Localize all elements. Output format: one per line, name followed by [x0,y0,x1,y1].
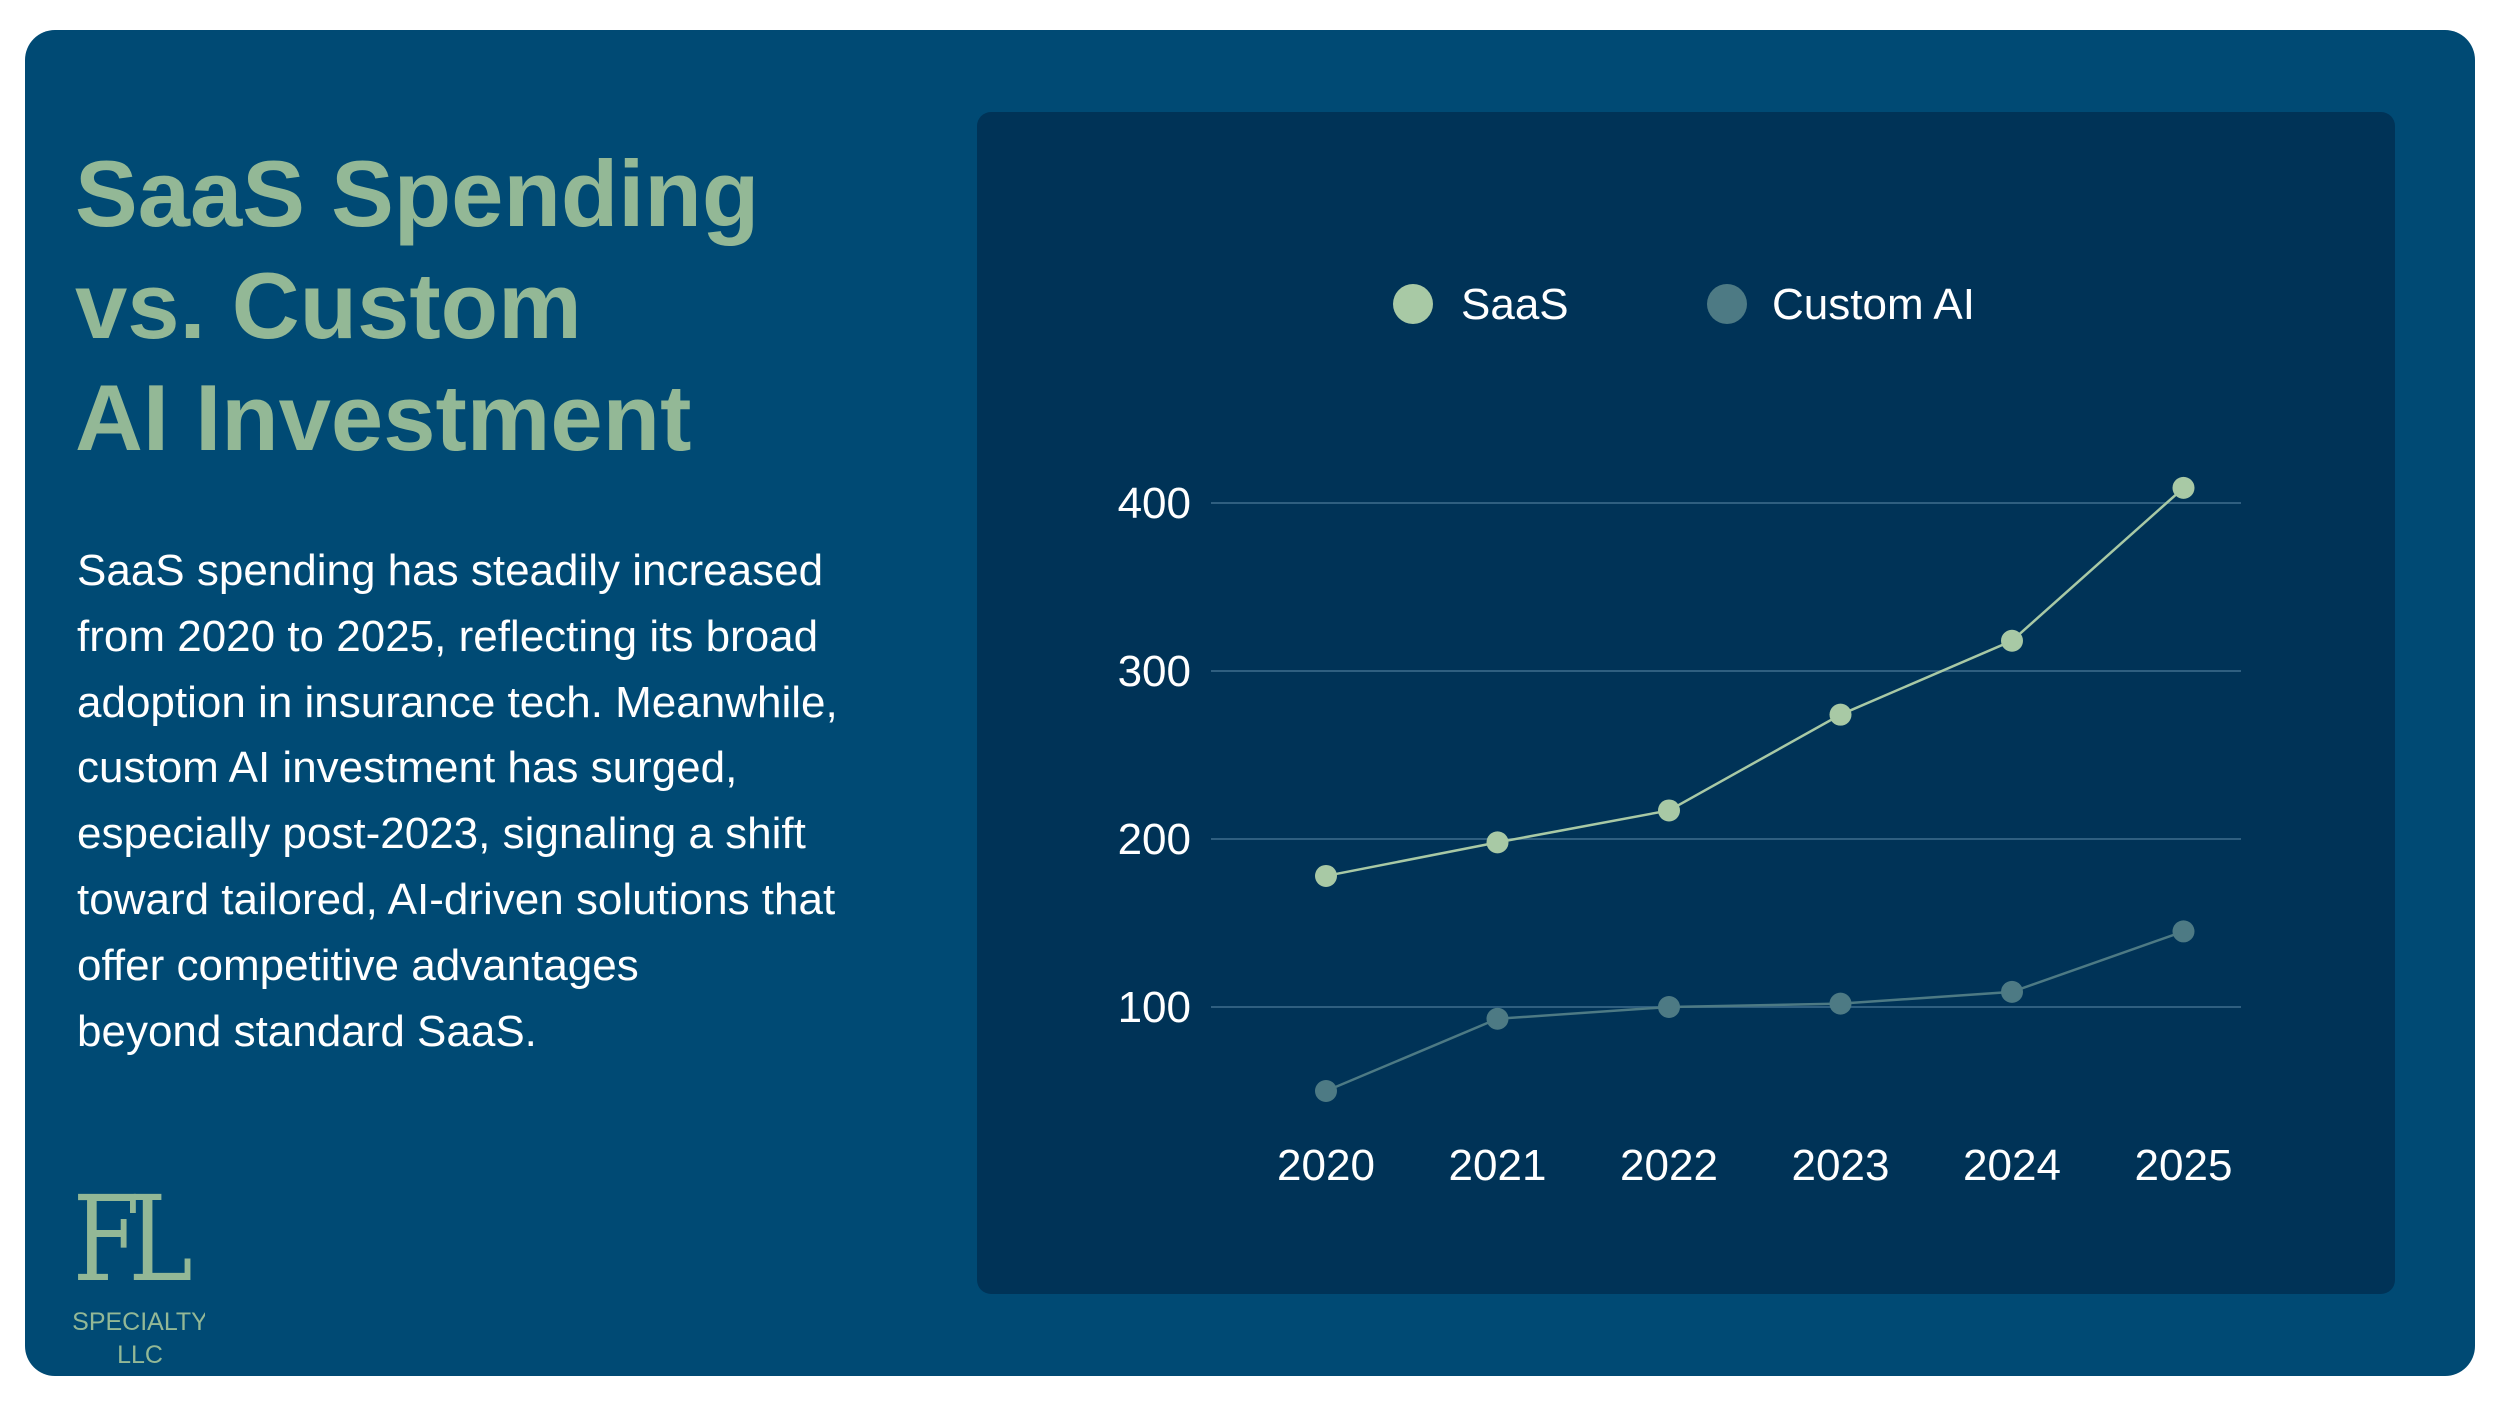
company-logo: FL SPECIALTY LLC [72,1172,205,1369]
data-point-saas-2024 [2001,629,2023,652]
x-tick-label-2020: 2020 [1277,1141,1375,1190]
y-tick-label-100: 100 [1118,983,1191,1032]
legend-swatch-custom-ai [1707,284,1747,324]
logo-monogram: FL [73,1172,191,1309]
legend: SaaS Custom AI [1393,280,1975,329]
x-tick-label-2023: 2023 [1792,1141,1890,1190]
gridlines [1211,502,2241,1008]
chart-panel: SaaS Custom AI 100 200 300 400 2020 2021 2022 2… [977,112,2395,1294]
x-tick-label-2025: 2025 [2135,1141,2233,1190]
logo-specialty: SPECIALTY [72,1308,205,1336]
legend-swatch-saas [1393,284,1433,324]
data-point-saas-2023 [1829,703,1852,726]
data-point-custom-ai-2020 [1315,1080,1337,1102]
x-tick-label-2022: 2022 [1620,1141,1718,1190]
data-point-custom-ai-2024 [2001,980,2023,1003]
data-point-custom-ai-2021 [1486,1007,1509,1030]
series-group [1315,476,2195,1102]
y-tick-label-300: 300 [1118,647,1191,696]
data-point-saas-2022 [1658,799,1680,822]
data-point-custom-ai-2023 [1829,992,1852,1015]
data-point-custom-ai-2022 [1658,996,1680,1018]
y-axis: 100 200 300 400 [1118,479,1191,1032]
series-custom-ai [1315,920,2195,1102]
data-point-custom-ai-2025 [2172,920,2195,943]
data-point-saas-2021 [1486,831,1509,854]
headline: SaaS Spending vs. Custom AI Investment [75,141,760,470]
data-point-saas-2025 [2172,476,2195,499]
description: SaaS spending has steadily increased fro… [77,546,838,1056]
legend-label-saas: SaaS [1461,280,1569,329]
y-tick-label-400: 400 [1118,479,1191,528]
logo-llc: LLC [117,1341,163,1369]
series-line-custom-ai [1325,930,2184,1093]
x-axis: 2020 2021 2022 2023 2024 2025 [1277,1141,2232,1190]
legend-label-custom-ai: Custom AI [1772,280,1975,329]
y-tick-label-200: 200 [1118,815,1191,864]
legend-item-saas: SaaS [1393,280,1569,329]
data-point-saas-2020 [1315,864,1337,887]
infographic-card: SaaS Spending vs. Custom AI Investment S… [25,30,2475,1376]
x-tick-label-2021: 2021 [1449,1141,1547,1190]
series-saas [1315,476,2195,887]
series-line-saas [1325,486,2185,878]
x-tick-label-2024: 2024 [1963,1141,2061,1190]
legend-item-custom-ai: Custom AI [1707,280,1975,329]
